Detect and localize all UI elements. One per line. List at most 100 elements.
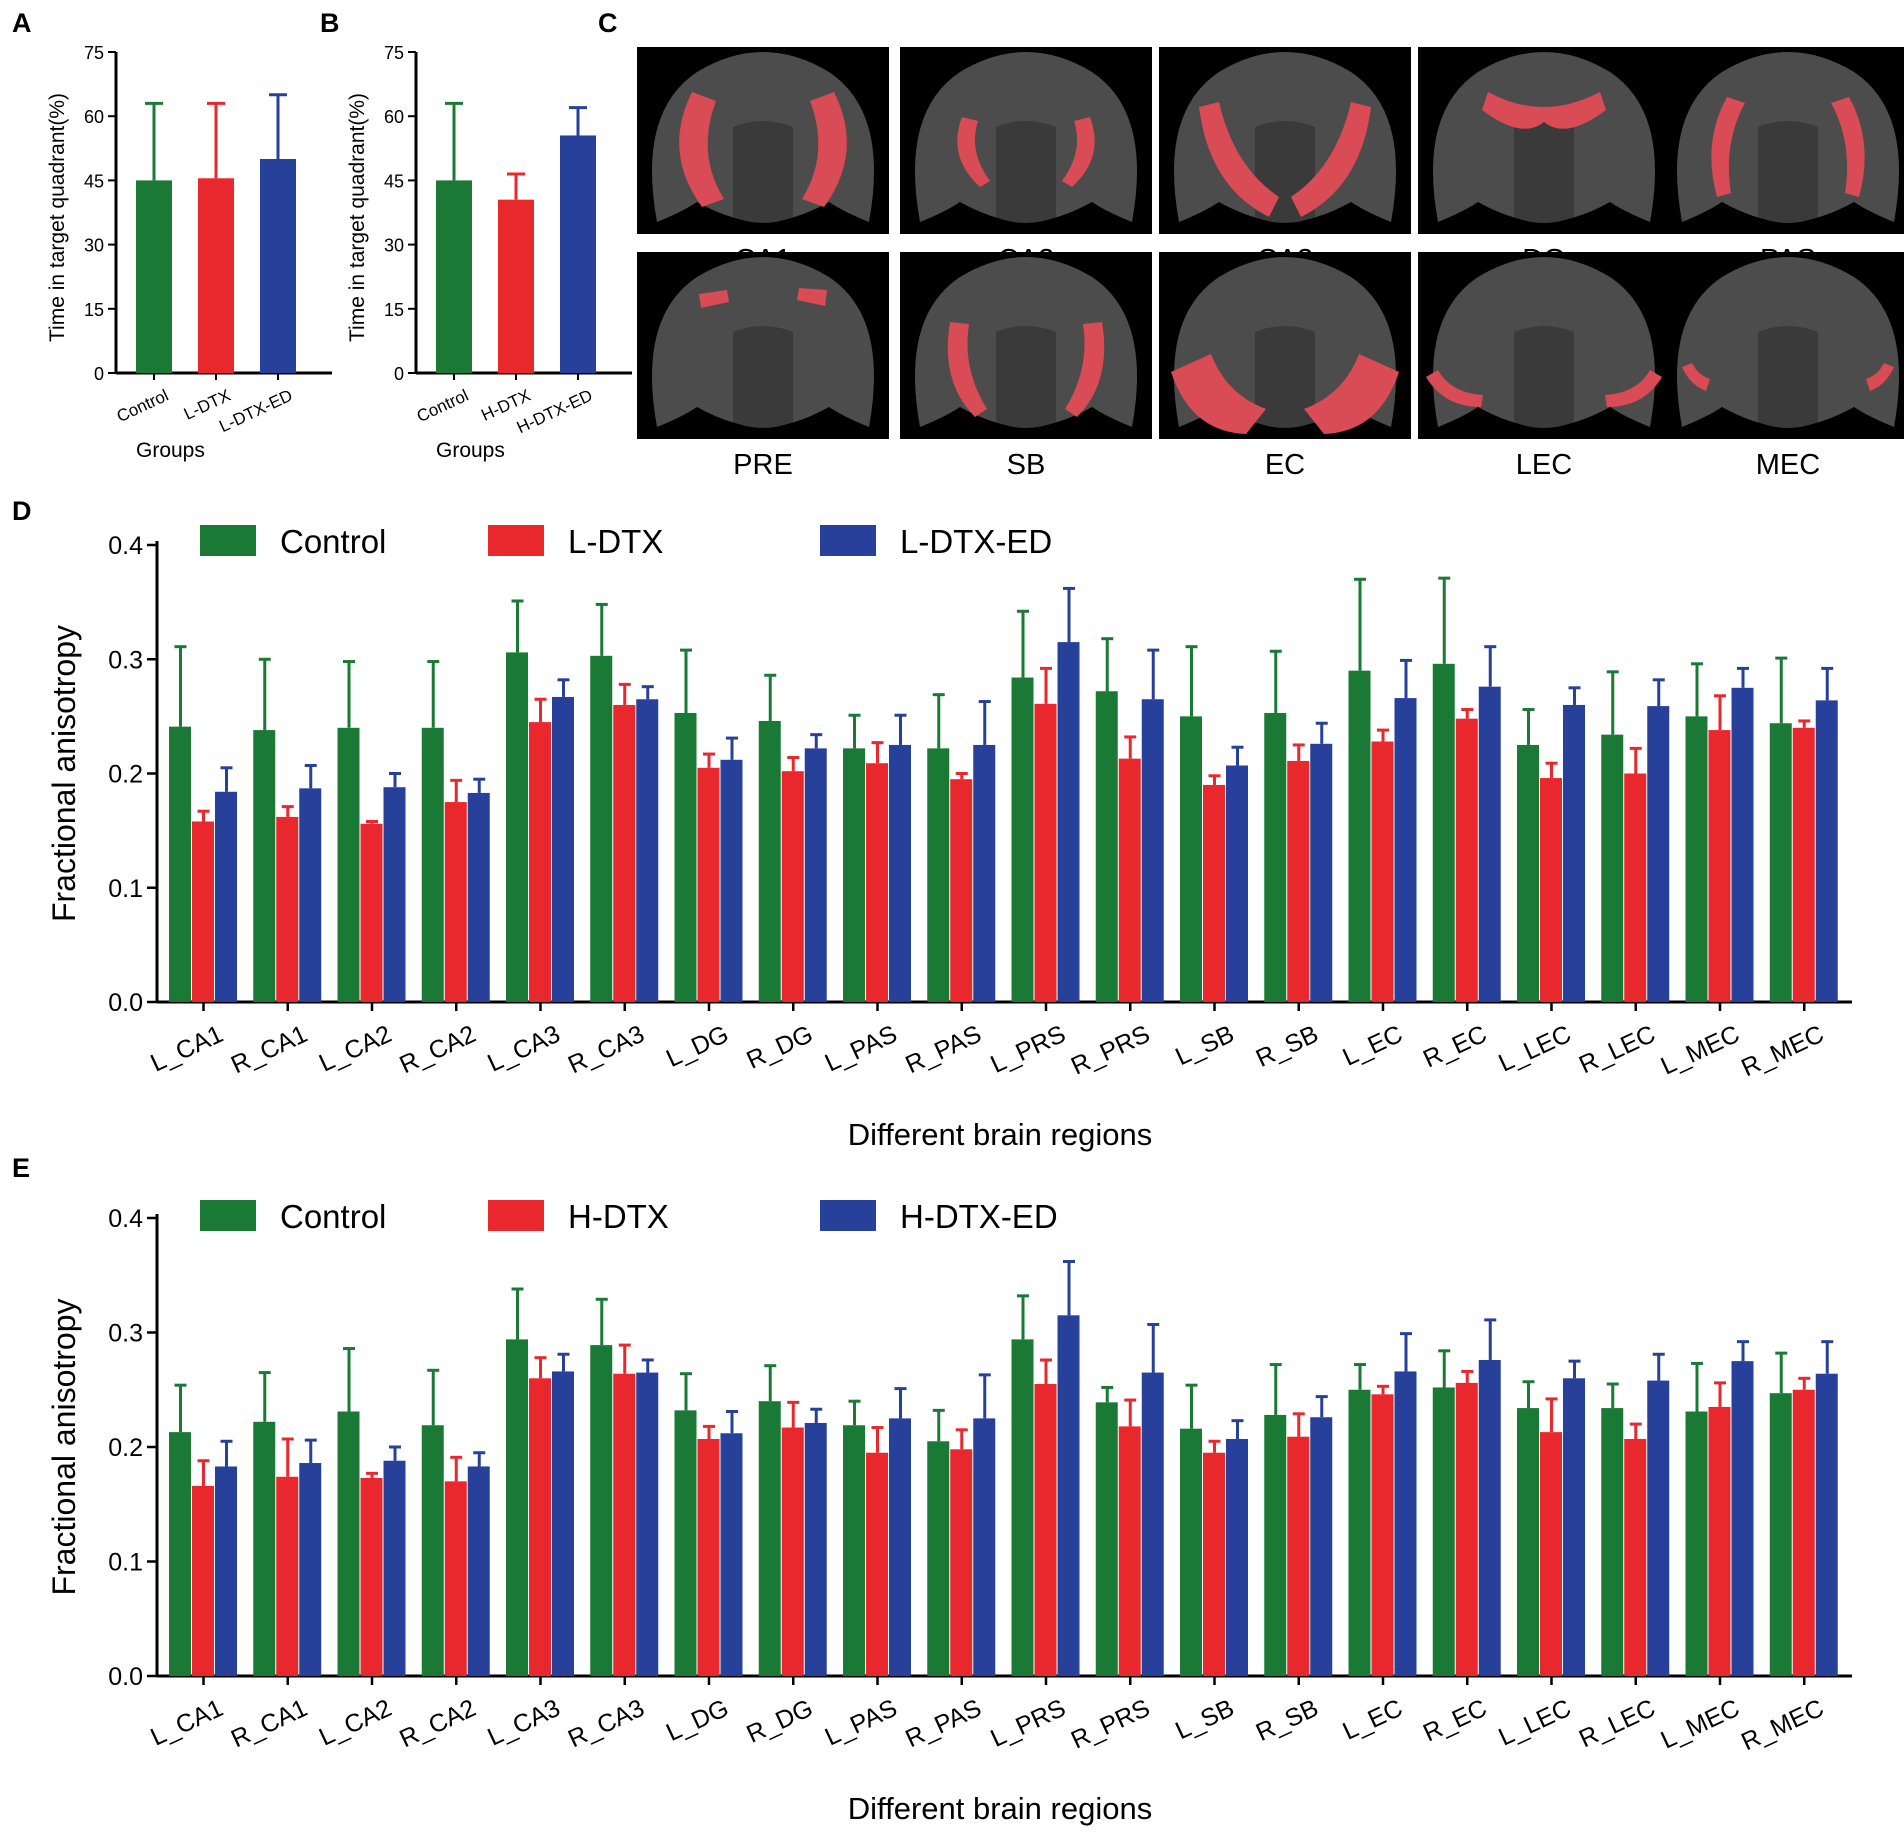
legend-swatch-h-dtx	[488, 1200, 544, 1231]
bar-h-dtx-ed	[973, 1418, 996, 1676]
x-tick-label: R_MEC	[1737, 1020, 1828, 1082]
x-tick-label: R_SB	[1252, 1020, 1323, 1073]
x-tick-label: L_CA1	[146, 1020, 227, 1078]
roi-highlight	[1065, 322, 1105, 417]
x-tick-label: R_SB	[1252, 1694, 1323, 1747]
slice-label: SB	[1007, 449, 1046, 481]
x-tick-label: R_PAS	[901, 1694, 985, 1753]
x-tick-label: R_DG	[742, 1694, 817, 1749]
roi-highlight	[699, 290, 729, 308]
x-tick-label: R_EC	[1419, 1020, 1491, 1074]
bar	[260, 159, 296, 373]
bar-h-dtx-ed	[889, 1418, 911, 1676]
y-tick-label: 60	[384, 107, 404, 127]
x-tick-label: R_CA3	[564, 1020, 649, 1079]
bar-l-dtx	[1624, 773, 1647, 1002]
bar-h-dtx-ed	[1057, 1315, 1080, 1676]
bar-h-dtx	[192, 1485, 214, 1676]
bar	[436, 180, 472, 373]
x-tick-label: L_PAS	[821, 1694, 902, 1751]
bar-l-dtx	[697, 767, 720, 1002]
bar-h-dtx-ed	[1226, 1438, 1248, 1676]
bar-h-dtx	[1624, 1438, 1647, 1676]
bar-h-dtx	[866, 1452, 888, 1676]
y-tick-label: 0	[394, 364, 404, 384]
x-tick-label: R_PRS	[1067, 1694, 1154, 1755]
panel-label-a: A	[12, 8, 32, 38]
bar-control	[674, 712, 697, 1002]
roi-highlight	[802, 92, 847, 207]
bar-control	[758, 720, 781, 1002]
legend-label: Control	[280, 523, 386, 560]
x-tick-label: L_EC	[1338, 1694, 1407, 1746]
y-tick-label: 45	[84, 171, 104, 191]
bar-control	[1769, 723, 1792, 1002]
slice-label: PRE	[733, 449, 793, 481]
bar-l-dtx-ed	[1226, 765, 1248, 1002]
panel-d-chart: 0.0 0.1 0.2 0.3 0.4 L_CA1 R_CA1 L_CA2 R_CA2 L_CA3…	[46, 523, 1852, 1152]
slice-label: EC	[1265, 449, 1305, 481]
x-tick-label: R_PAS	[901, 1020, 985, 1079]
legend-label: L-DTX-ED	[900, 523, 1052, 560]
bar-l-dtx	[1034, 703, 1057, 1002]
bar-control	[843, 748, 865, 1002]
bar-l-dtx	[1118, 758, 1141, 1002]
bar-l-dtx	[192, 821, 214, 1002]
y-axis-title: Time in target quadrant(%)	[46, 93, 69, 342]
bar-control	[421, 727, 444, 1002]
bar-control	[1685, 1411, 1708, 1676]
bar-control	[1264, 1414, 1287, 1676]
bar-h-dtx	[1034, 1384, 1057, 1676]
bar-control	[337, 727, 360, 1002]
bar-h-dtx	[444, 1481, 467, 1676]
slice-label: MEC	[1756, 449, 1820, 481]
bar-h-dtx	[1371, 1394, 1394, 1676]
legend-swatch-h-dtx-ed	[820, 1200, 876, 1231]
bar-control	[590, 1345, 613, 1676]
bar-control	[1348, 670, 1371, 1002]
brain-midline	[1514, 326, 1574, 428]
y-tick-label: 0	[94, 364, 104, 384]
bar	[198, 178, 234, 373]
legend-swatch-control	[200, 525, 256, 556]
roi-highlight	[1831, 97, 1865, 197]
roi-highlight	[1171, 354, 1266, 434]
brain-midline	[1514, 121, 1574, 223]
bar-l-dtx	[1792, 727, 1815, 1002]
bar-h-dtx	[276, 1476, 299, 1676]
panel-label-d: D	[12, 496, 32, 526]
bar-h-dtx	[1203, 1452, 1225, 1676]
bar-h-dtx-ed	[552, 1371, 574, 1676]
bar-h-dtx	[1287, 1436, 1310, 1676]
bar-control	[927, 748, 950, 1002]
x-tick-label: L_DG	[662, 1020, 733, 1073]
panel-label-c: C	[598, 8, 618, 38]
y-tick-label: 30	[84, 236, 104, 256]
roi-highlight	[679, 92, 724, 207]
y-axis-title: Fractional anisotropy	[46, 625, 82, 922]
roi-highlight	[1605, 370, 1662, 407]
panel-c-brain-slices: CCA1CA2CA3DGPASPRESBECLECMEC	[598, 8, 1904, 481]
x-tick-label: R_CA1	[227, 1020, 312, 1079]
y-tick-label: 15	[384, 300, 404, 320]
roi-highlight	[1482, 92, 1606, 129]
roi-highlight	[1199, 102, 1279, 217]
y-tick-label: 60	[84, 107, 104, 127]
y-tick-label: 0.0	[108, 1663, 143, 1691]
bar	[136, 180, 172, 373]
bar-l-dtx-ed	[1478, 686, 1501, 1002]
bar-control	[1011, 1339, 1034, 1676]
bar-control	[421, 1425, 444, 1676]
bar-l-dtx	[950, 779, 973, 1002]
bar-l-dtx	[1708, 730, 1731, 1002]
x-tick-label: L_CA2	[315, 1694, 396, 1752]
bar-l-dtx	[1287, 760, 1310, 1002]
bar-l-dtx	[1203, 784, 1225, 1002]
bar-l-dtx	[1371, 741, 1394, 1002]
bar-h-dtx-ed	[1563, 1378, 1585, 1676]
x-tick-label: L_CA2	[315, 1020, 396, 1078]
x-tick-label: Control	[414, 386, 472, 426]
